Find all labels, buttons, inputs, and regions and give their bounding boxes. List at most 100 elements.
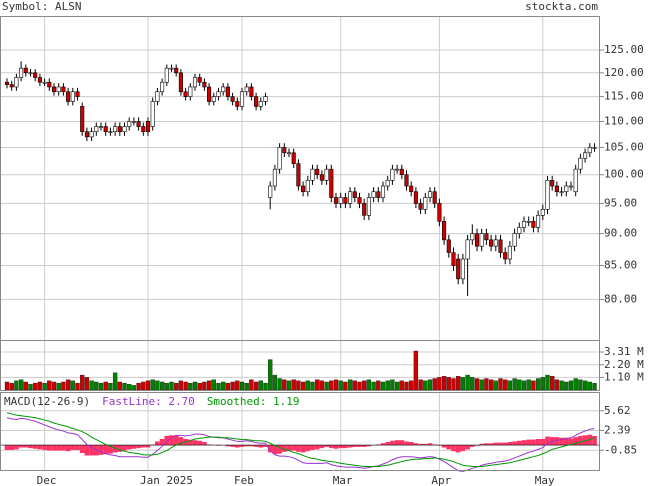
candle-body — [474, 233, 480, 247]
histogram-bar — [404, 441, 409, 446]
candle-body — [583, 152, 588, 159]
volume-bar — [338, 380, 343, 391]
volume-bar — [286, 380, 292, 391]
volume-bar — [108, 382, 113, 391]
plot-layer: Dec Jan 2025 Feb Mar Apr May 125.00 120.00 115.0… — [1, 17, 644, 486]
candle-body — [221, 86, 226, 93]
candle-body — [418, 203, 423, 210]
histogram-bar — [103, 445, 109, 455]
histogram-bar — [291, 445, 297, 451]
histogram-bar — [394, 440, 400, 446]
histogram-bar — [568, 438, 574, 446]
y-tick-label: 110.00 — [604, 114, 644, 127]
candle-body — [512, 233, 517, 247]
histogram-bar — [418, 443, 423, 446]
histogram-bar — [422, 443, 428, 446]
histogram-bar — [164, 435, 170, 446]
histogram-bar — [526, 439, 532, 446]
histogram-bar — [145, 445, 151, 448]
volume-bar — [47, 380, 52, 391]
y-tick-label: 95.00 — [604, 196, 637, 209]
volume-bar — [206, 380, 212, 391]
candle-body — [329, 168, 334, 198]
histogram-bar — [286, 445, 292, 452]
histogram-bar — [502, 442, 508, 446]
candle-body — [296, 163, 301, 187]
volume-bar — [371, 381, 376, 391]
volume-bar — [263, 382, 268, 391]
histogram-bar — [437, 445, 442, 446]
x-tick-label: Apr — [431, 474, 451, 486]
volume-bar — [75, 382, 80, 391]
candle-body — [47, 81, 52, 88]
volume-bar — [432, 378, 437, 391]
candle-body — [366, 197, 371, 216]
histogram-bar — [187, 439, 193, 446]
candle-body — [559, 191, 564, 194]
histogram-bar — [70, 445, 76, 450]
histogram-bar — [9, 445, 15, 450]
volume-bar — [155, 380, 160, 391]
histogram-bar — [108, 445, 113, 454]
volume-bar — [258, 380, 263, 391]
histogram-bar — [535, 438, 541, 446]
candle-body — [230, 96, 235, 102]
volume-bar — [385, 380, 390, 391]
volume-bar — [33, 382, 38, 391]
y-tick-label: 105.00 — [604, 140, 644, 153]
histogram-bar — [343, 445, 348, 449]
candle-body — [357, 197, 362, 204]
histogram-bar — [249, 445, 254, 447]
candle-body — [51, 86, 57, 93]
volume-bar — [42, 382, 47, 391]
histogram-bar — [18, 445, 24, 448]
volume-bar — [56, 382, 61, 391]
volume-bar — [291, 379, 296, 391]
histogram-bar — [573, 437, 579, 446]
volume-bar — [89, 380, 94, 391]
histogram-bar — [432, 444, 438, 446]
volume-bar — [117, 381, 122, 391]
histogram-bar — [37, 445, 43, 450]
candle-body — [108, 131, 113, 133]
histogram-bar — [540, 438, 546, 446]
candle-body — [239, 91, 245, 107]
volume-bar — [225, 382, 231, 391]
candle-body — [451, 252, 456, 266]
candle-body — [145, 121, 151, 132]
volume-bar — [545, 374, 550, 391]
histogram-bar — [150, 444, 156, 446]
volume-bar — [282, 379, 287, 391]
histogram-bar — [479, 443, 485, 446]
volume-bar — [192, 381, 198, 391]
candle-body — [4, 81, 10, 85]
histogram-bar — [366, 445, 372, 447]
histogram-bar — [155, 441, 160, 446]
volume-bar — [488, 379, 494, 391]
y-tick-label: 5.62 — [604, 404, 631, 417]
candle-body — [89, 131, 94, 138]
volume-bar — [498, 378, 503, 391]
y-tick-label: 100.00 — [604, 168, 644, 181]
candle-body — [66, 91, 71, 102]
volume-bar — [564, 381, 569, 391]
volume-bar — [343, 381, 348, 391]
candle-body — [578, 157, 583, 170]
candle-body — [207, 86, 212, 102]
histogram-bar — [385, 442, 391, 446]
volume-bar — [540, 377, 545, 391]
y-tick-label: 85.00 — [604, 259, 637, 272]
volume-bar — [451, 378, 456, 391]
x-tick-label: Jan 2025 — [140, 474, 193, 486]
volume-bar — [169, 381, 174, 391]
candle-body — [235, 101, 240, 107]
histogram-bar — [310, 445, 315, 450]
volume-bar — [239, 381, 245, 391]
candle-body — [174, 67, 179, 74]
candle-body — [258, 101, 263, 107]
histogram-bar — [14, 445, 19, 450]
candle-body — [197, 77, 202, 83]
volume-bar — [253, 381, 259, 391]
candle-body — [263, 96, 268, 102]
volume-bar — [300, 381, 306, 391]
